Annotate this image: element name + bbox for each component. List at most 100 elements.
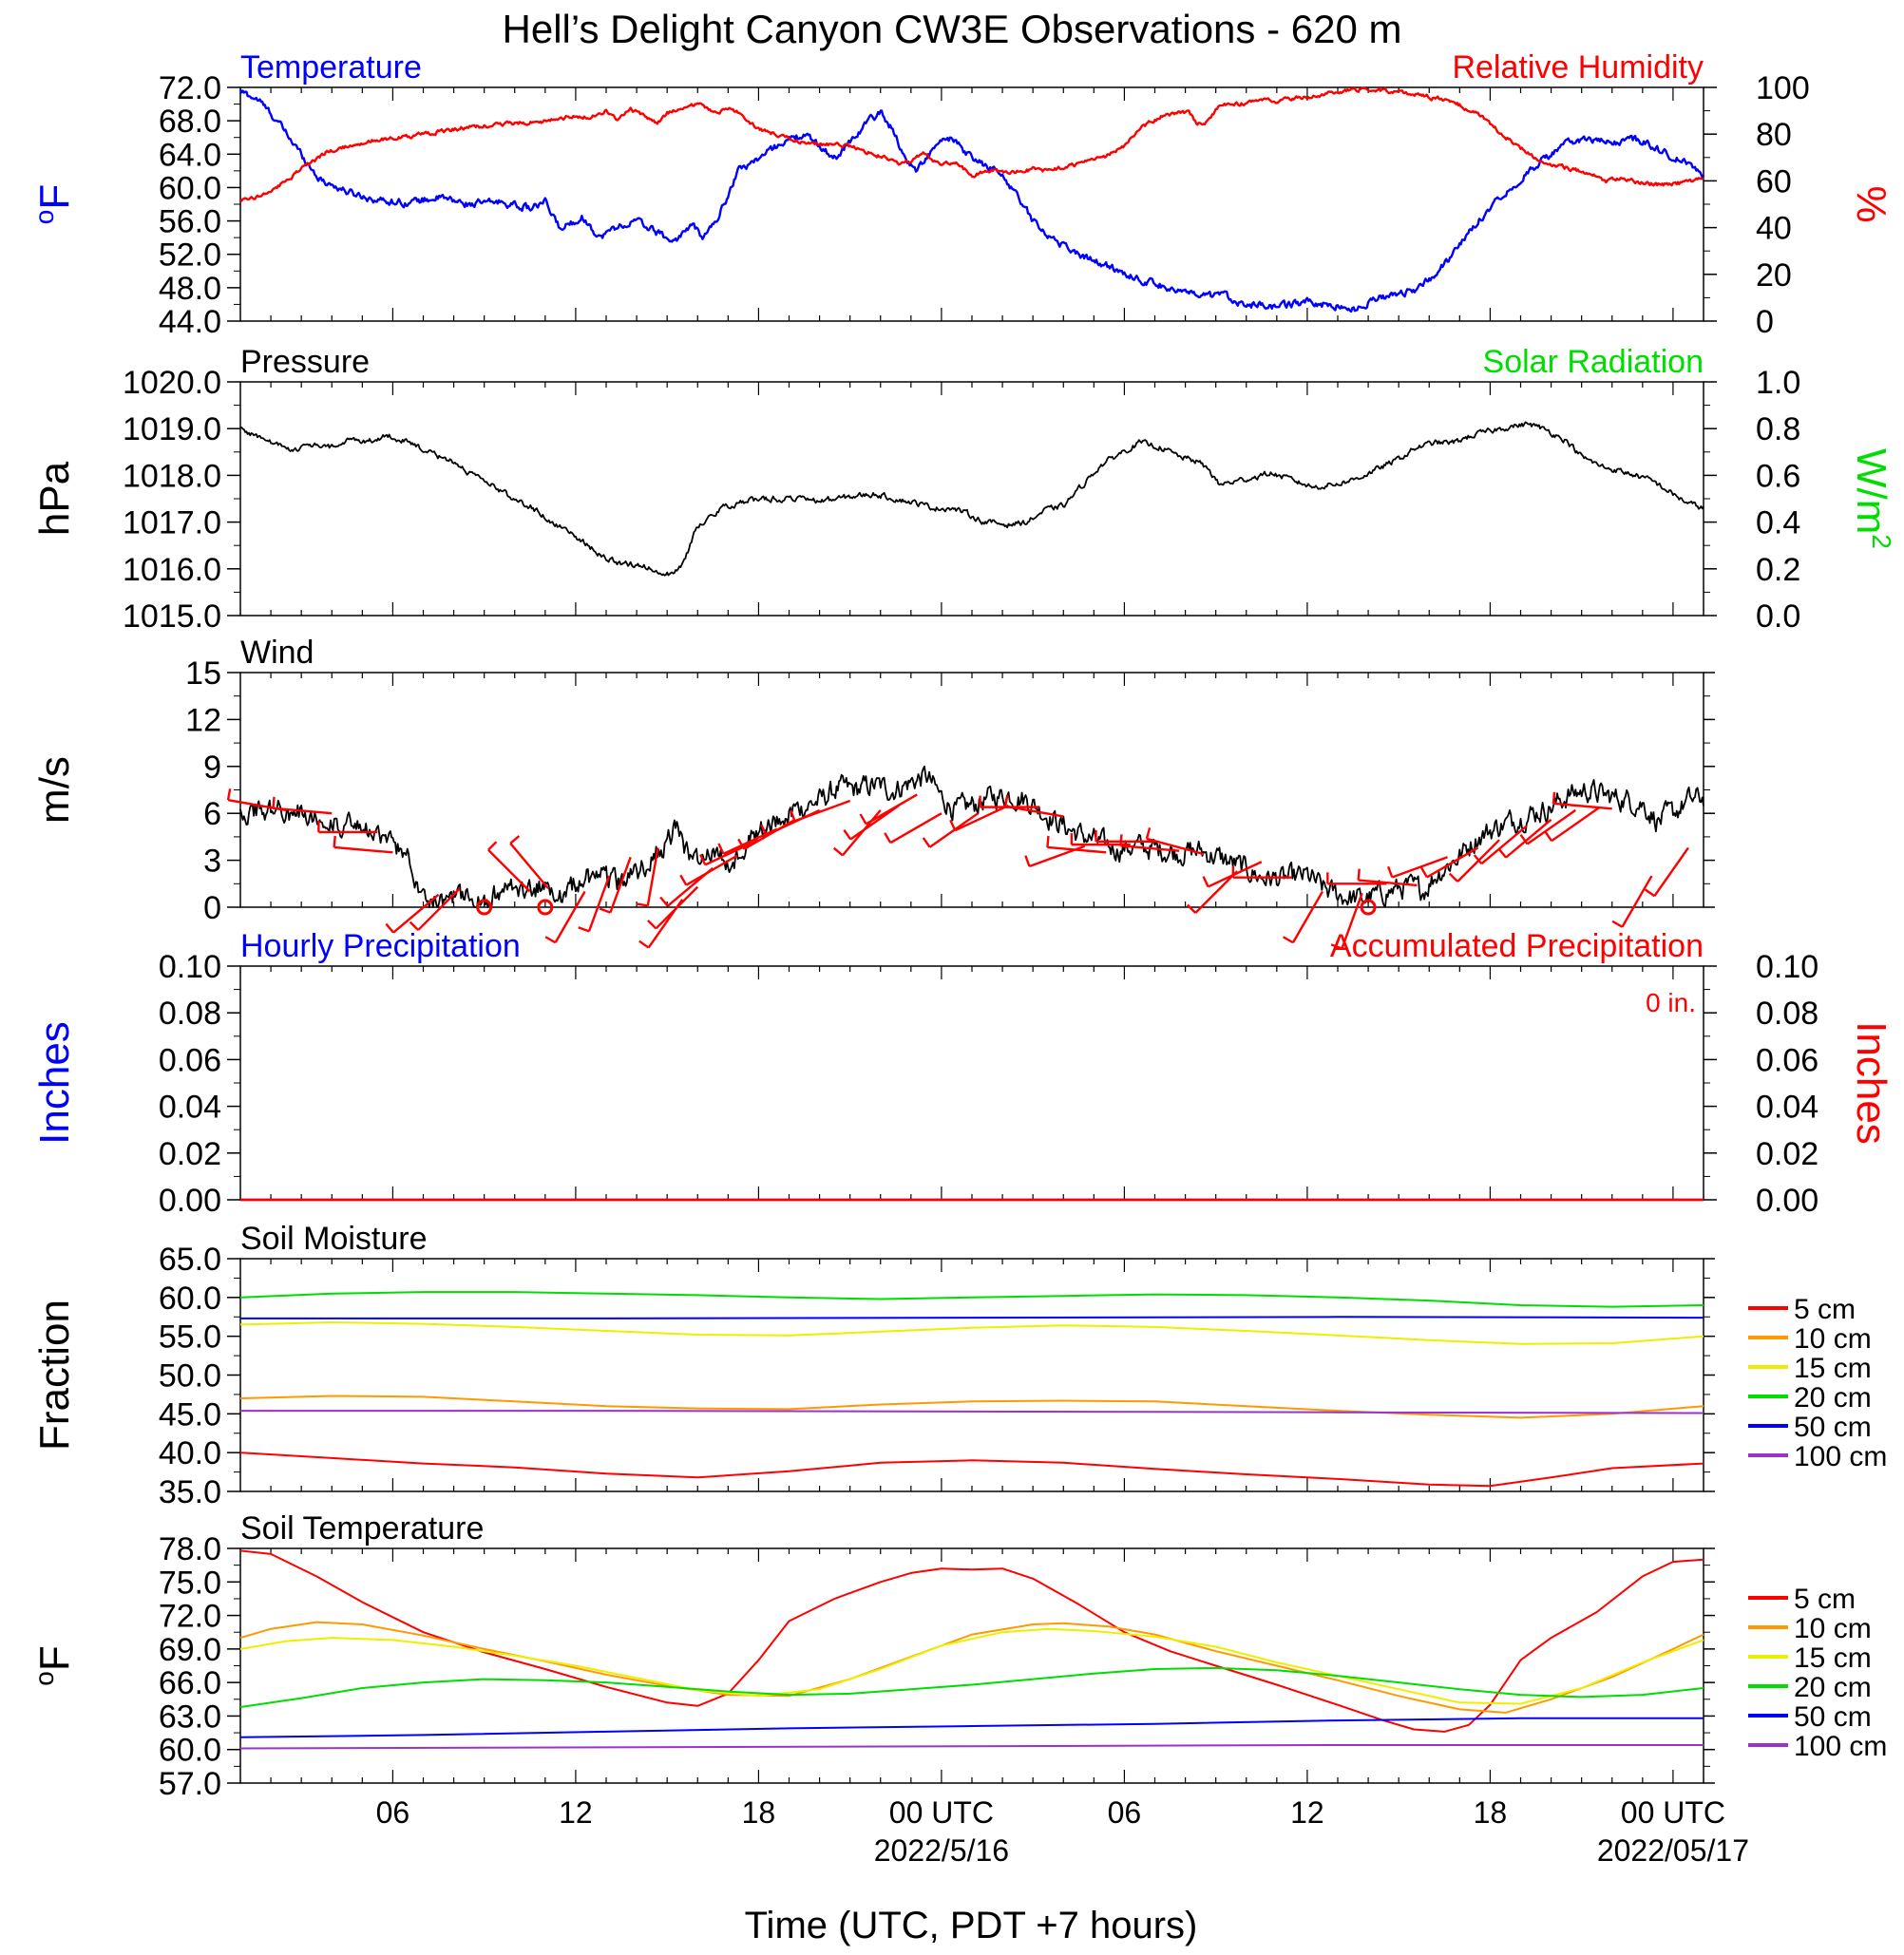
y-tick-label: 78.0 (159, 1531, 221, 1567)
y-tick-label: 3 (203, 844, 221, 880)
wind-barb-flag (922, 837, 931, 848)
degree-superscript: o (29, 1671, 59, 1686)
legend-label: 20 cm (1794, 1672, 1872, 1703)
wind-barb-flag (647, 920, 657, 930)
y-tick-label: 64.0 (159, 137, 221, 173)
y-tick-label: 69.0 (159, 1632, 221, 1668)
wind-barb-flag (578, 926, 590, 933)
wind-barb-flag (1119, 834, 1123, 846)
panel-frame (239, 86, 1704, 322)
y-tick-label: 56.0 (159, 204, 221, 240)
wind-barb-shaft (509, 842, 549, 890)
wind-barb-flag (1497, 847, 1508, 859)
panel-frame (239, 965, 1704, 1201)
y-right-tick-label: 0.06 (1756, 1042, 1818, 1078)
degree-superscript: o (29, 210, 59, 225)
wind-barb-flag (679, 874, 688, 886)
wind-barb-flag (385, 922, 394, 934)
panel-pressure: 1015.0 1016.0 1017.0 1018.0 1019.0 1020.0 0.0 0… (31, 344, 1896, 635)
wind-barb-shaft (1552, 802, 1612, 810)
y-tick-label: 12 (185, 702, 221, 738)
panel-title-left: Temperature (240, 49, 422, 85)
legend-label: 10 cm (1794, 1323, 1872, 1355)
wind-barb-flag (636, 902, 648, 907)
wind-barb-flag (1519, 833, 1529, 845)
y-tick-label: 6 (203, 796, 221, 832)
panel-title-left: Soil Moisture (240, 1221, 428, 1257)
series-line-50-cm (240, 1316, 1704, 1319)
y-tick-label: 60.0 (159, 1733, 221, 1769)
y-tick-label: 60.0 (159, 170, 221, 206)
series-line-20-cm (239, 1666, 1704, 1708)
y-tick-label: 15 (185, 655, 221, 692)
wind-barb-flag (487, 841, 498, 851)
unit-superscript: 2 (1867, 534, 1896, 549)
y-right-tick-label: 0.02 (1756, 1136, 1818, 1172)
wind-barb-shaft (1146, 837, 1205, 856)
wind-barb-flag (884, 832, 892, 844)
legend-label: 100 cm (1794, 1441, 1887, 1472)
y-tick-label: 48.0 (159, 271, 221, 307)
panel-soil_temp: 57.060.063.066.069.072.075.078.0 Soil Tem… (29, 1510, 1887, 1802)
x-tick-label: 18 (742, 1795, 776, 1830)
series-line-black (239, 421, 1704, 577)
wind-calm-circle (537, 899, 554, 916)
panel-wind: 0 3 6 9 12 15 Wind m/s (31, 635, 1715, 950)
y-right-tick-label: 60 (1756, 163, 1792, 199)
wind-barb-flag (226, 788, 232, 801)
y-right-tick-label: 0.00 (1756, 1183, 1818, 1219)
y-axis-label: Inches (31, 1021, 78, 1145)
series-line-blue (238, 88, 1705, 313)
series-line-15-cm (239, 1627, 1704, 1705)
panel-precip: 0.00 0.02 0.04 0.06 0.08 0.10 0.00 0.02 0.04 0.06… (31, 928, 1894, 1219)
y-right-tick-label: 0.8 (1756, 411, 1800, 447)
wind-barb-flag (638, 940, 650, 949)
wind-barb-flag (1644, 888, 1656, 898)
x-tick-label: 00 UTC (889, 1795, 994, 1830)
x-axis: Time (UTC, PDT +7 hours) 06 12 18 00 UTC 06 1… (376, 1795, 1749, 1946)
wind-barb-shaft (554, 890, 586, 943)
panel-title-left: Wind (240, 635, 314, 671)
wind-barb-shaft (1391, 856, 1448, 879)
x-tick-label: 06 (1108, 1795, 1142, 1830)
series-line-5-cm (239, 1549, 1704, 1733)
wind-barb-shaft (704, 839, 759, 866)
y-tick-label: 0.10 (159, 949, 221, 985)
panel-title-left: Pressure (240, 344, 370, 380)
y-right-tick-label: 100 (1756, 70, 1810, 106)
wind-barb-shaft (1505, 818, 1552, 859)
panel-title-left: Hourly Precipitation (240, 928, 521, 964)
y-tick-label: 45.0 (159, 1396, 221, 1433)
legend-label: 50 cm (1794, 1412, 1872, 1443)
wind-barbs (226, 788, 1689, 950)
degree-unit: F (31, 184, 78, 210)
legend-label: 15 cm (1794, 1353, 1872, 1384)
wind-barb-shaft (587, 875, 611, 932)
y-right-tick-label: 0 (1756, 304, 1774, 340)
y-tick-label: 72.0 (159, 70, 221, 106)
x-axis-label: Time (UTC, PDT +7 hours) (745, 1905, 1198, 1946)
y-tick-label: 68.0 (159, 104, 221, 140)
wind-barb-shaft (1621, 875, 1653, 928)
x-date-label: 2022/5/16 (874, 1833, 1009, 1868)
y-tick-label: 40.0 (159, 1435, 221, 1471)
series-line-100-cm (240, 1410, 1704, 1414)
wind-barb-flag (659, 896, 669, 907)
panel-frame (239, 381, 1704, 617)
wind-barb-shaft (273, 807, 333, 815)
legend-label: 10 cm (1794, 1613, 1872, 1644)
panel-frame (239, 672, 1704, 908)
series-line-15-cm (239, 1321, 1704, 1345)
x-tick-label: 00 UTC (1621, 1795, 1725, 1830)
y-axis-label: m/s (31, 756, 78, 824)
wind-barb-flag (272, 796, 276, 808)
y-axis-label: Fraction (31, 1300, 78, 1451)
wind-barb-flag (1046, 835, 1050, 848)
wind-barb-shaft (954, 804, 1010, 832)
series-line-10-cm (239, 1621, 1704, 1714)
y-tick-label: 65.0 (159, 1242, 221, 1278)
y-axis-label-right: % (1848, 185, 1894, 222)
wind-barb-flag (1473, 854, 1483, 864)
legend-label: 15 cm (1794, 1642, 1872, 1674)
